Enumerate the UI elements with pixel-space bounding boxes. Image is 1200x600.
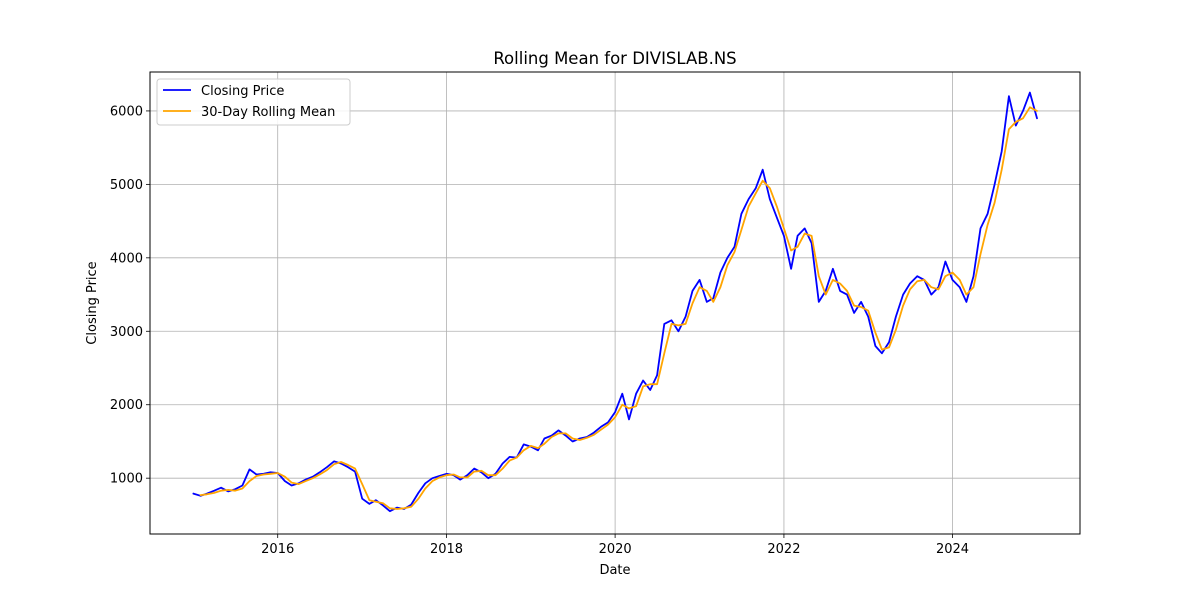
grid-lines	[150, 72, 1080, 534]
legend-box	[156, 78, 351, 126]
y-tick-label: 4000	[110, 251, 143, 266]
y-tick-label: 6000	[110, 104, 143, 119]
plot-series	[192, 91, 1038, 513]
x-tick-label: 2024	[936, 542, 969, 557]
y-axis-label: Closing Price	[85, 261, 100, 344]
x-tick-label: 2018	[430, 542, 463, 557]
y-tick-label: 1000	[110, 472, 143, 487]
x-tick-label: 2020	[599, 542, 632, 557]
legend: Closing Price 30-Day Rolling Mean	[156, 78, 351, 126]
y-tick-label: 3000	[110, 325, 143, 340]
x-tick-label: 2022	[767, 542, 800, 557]
x-tick-label: 2016	[261, 542, 294, 557]
y-tick-label: 5000	[110, 178, 143, 193]
closing-price-line	[192, 91, 1038, 513]
x-axis-label: Date	[599, 563, 630, 578]
axis-ticks: 2016 2018 2020 2022 2024 1000 2000 3000 4000 5000…	[110, 104, 969, 557]
rolling-mean-line	[199, 106, 1038, 510]
legend-label-closing-price: Closing Price	[201, 84, 284, 99]
chart-title: Rolling Mean for DIVISLAB.NS	[493, 49, 736, 68]
y-tick-label: 2000	[110, 398, 143, 413]
legend-label-rolling-mean: 30-Day Rolling Mean	[201, 105, 335, 120]
